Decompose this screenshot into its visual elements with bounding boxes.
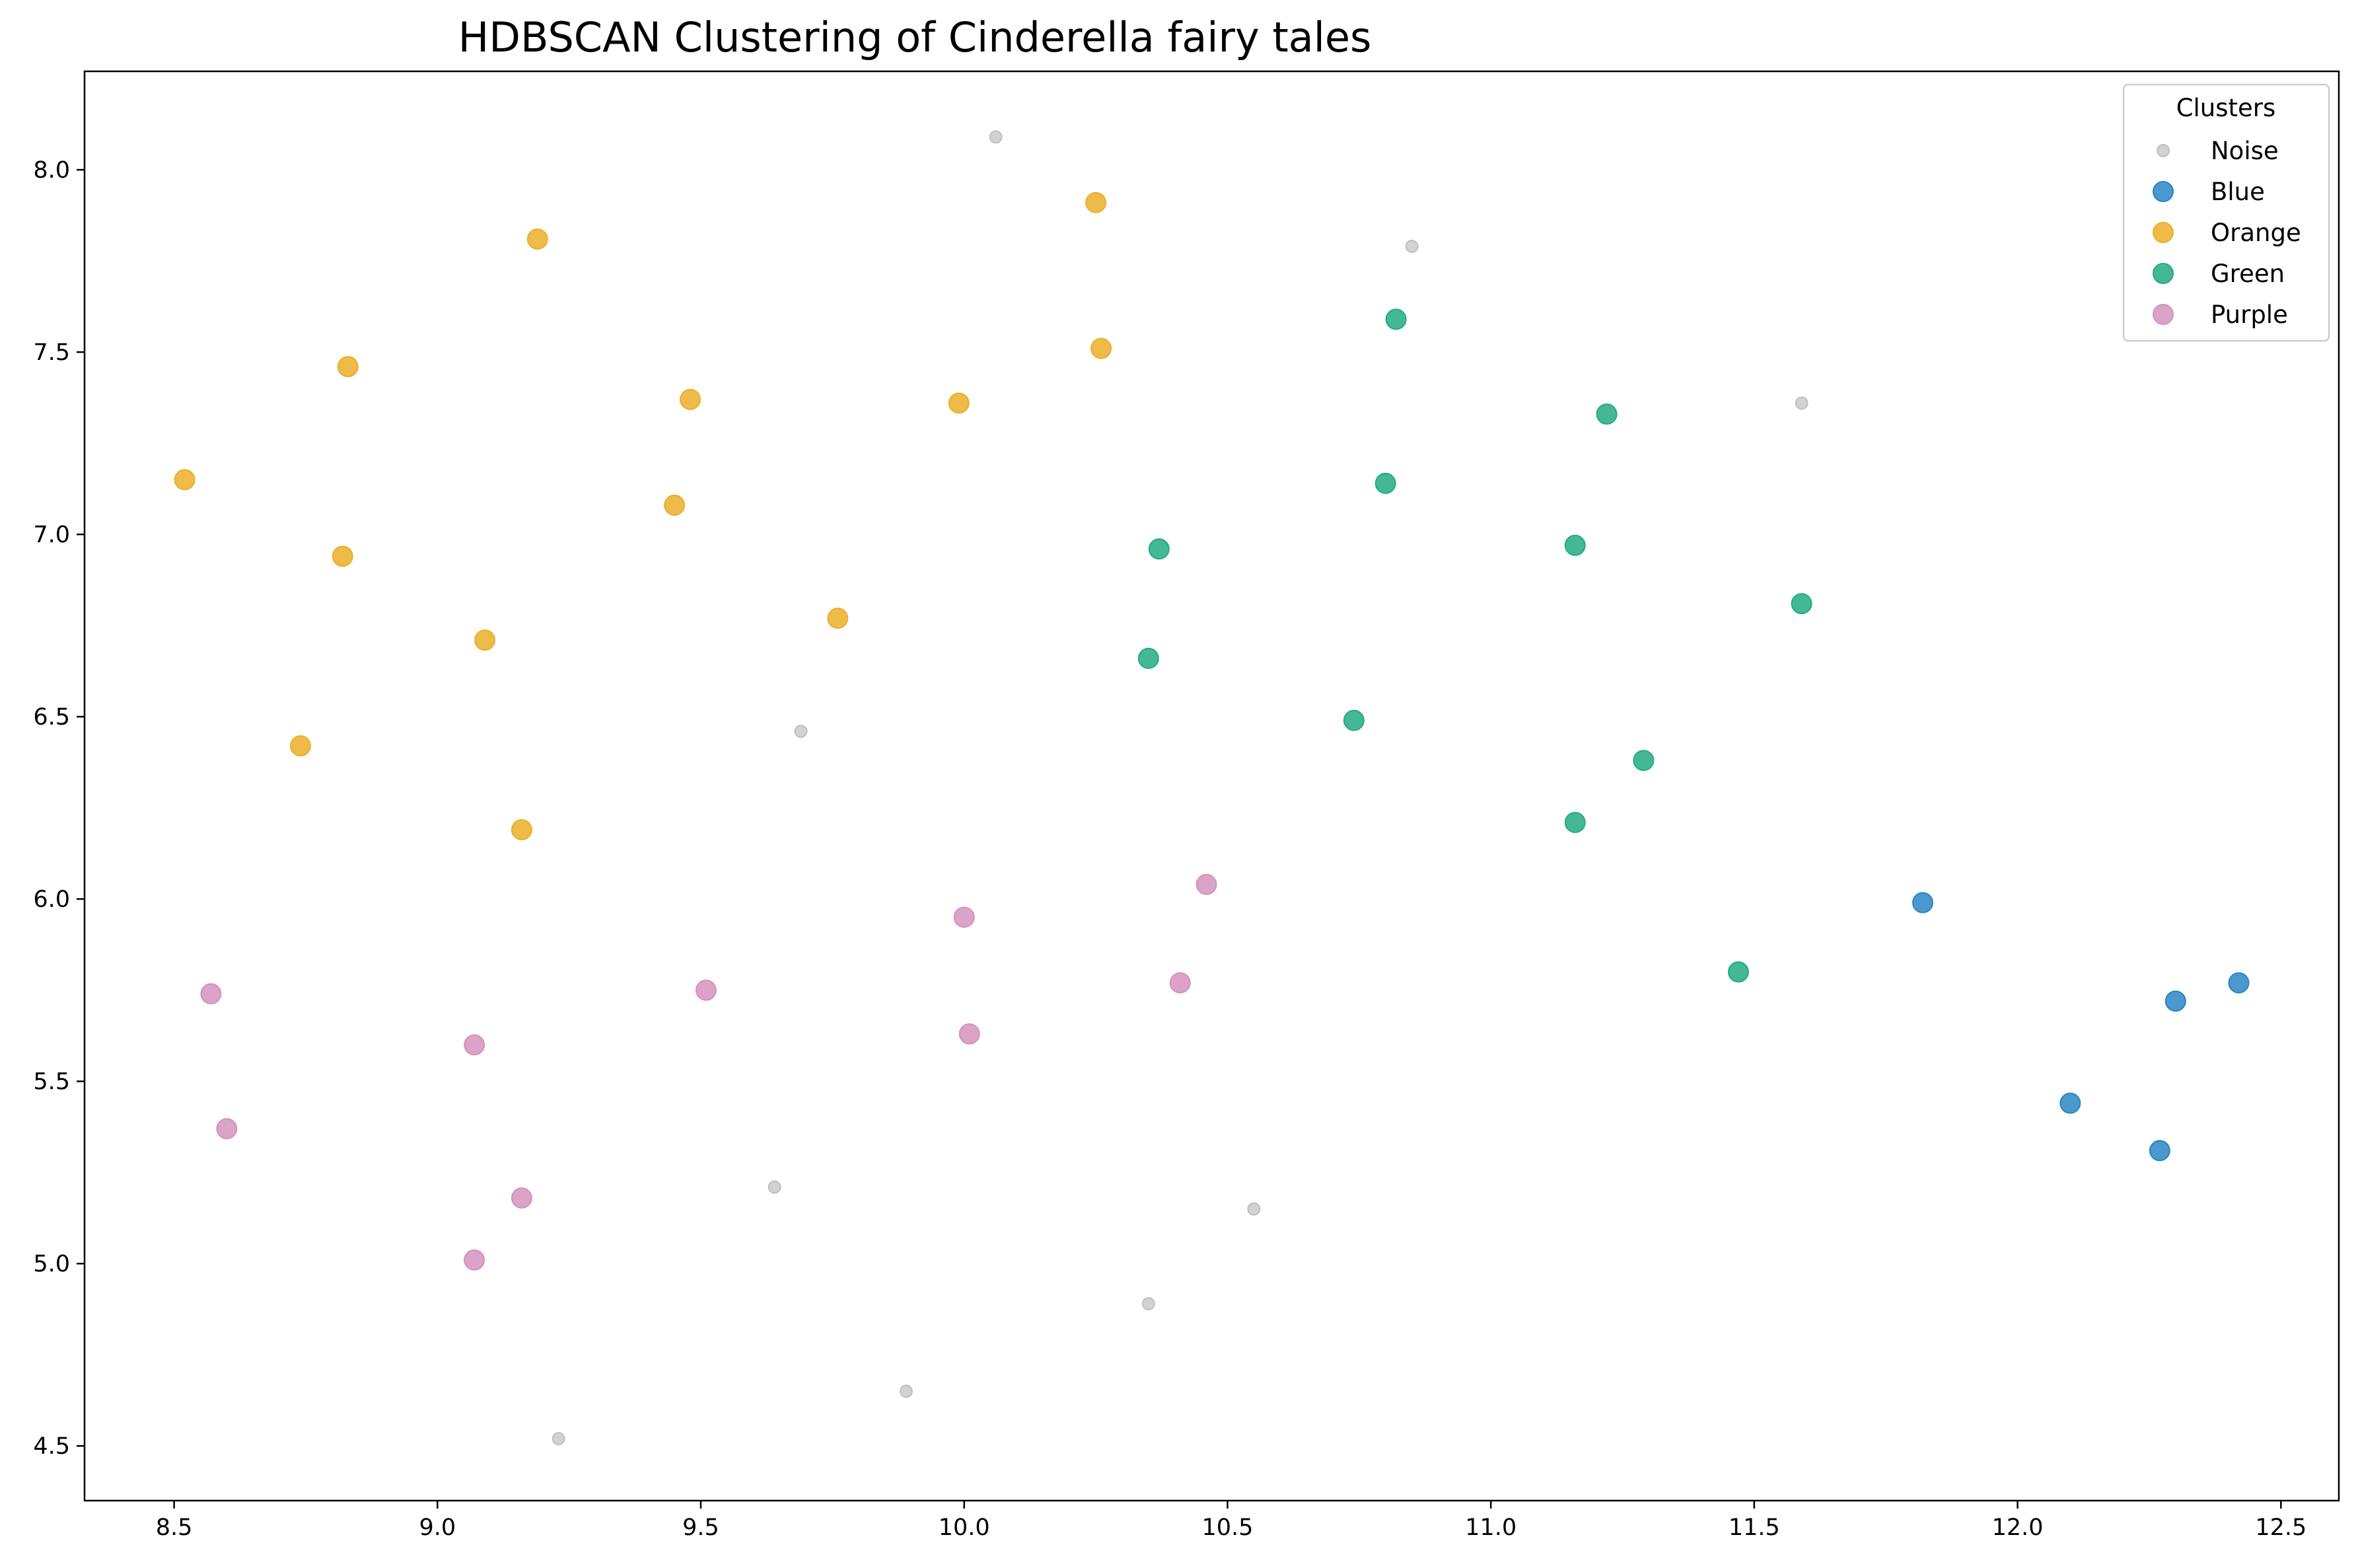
data-point-green xyxy=(1564,812,1586,834)
x-tick-label: 12.0 xyxy=(1992,1515,2044,1541)
data-point-noise xyxy=(794,725,808,738)
data-point-green xyxy=(1343,709,1365,731)
y-tick-label: 6.5 xyxy=(33,704,70,731)
data-point-orange xyxy=(174,469,196,491)
y-tick-label: 4.5 xyxy=(33,1433,70,1460)
data-point-purple xyxy=(511,1187,532,1209)
series-blue xyxy=(1912,892,2250,1162)
legend-label: Blue xyxy=(2211,178,2265,206)
y-tick-label: 5.0 xyxy=(33,1251,70,1277)
series-purple xyxy=(200,874,1217,1271)
legend-label: Purple xyxy=(2211,301,2288,329)
legend-items: Noise Blue Orange Green Purple xyxy=(2153,137,2301,329)
data-point-orange xyxy=(474,629,496,651)
y-tick-label: 8.0 xyxy=(33,157,70,184)
data-point-orange xyxy=(337,356,359,378)
legend-item-purple: Purple xyxy=(2153,301,2288,329)
data-point-orange xyxy=(664,494,686,516)
data-point-noise xyxy=(1795,396,1808,410)
data-point-blue xyxy=(2228,972,2250,994)
data-point-noise xyxy=(899,1384,913,1398)
data-point-blue xyxy=(2164,990,2186,1012)
data-point-orange xyxy=(289,735,311,757)
data-point-purple xyxy=(1169,972,1191,994)
data-point-green xyxy=(1375,472,1396,494)
data-point-noise xyxy=(989,130,1003,144)
legend-item-orange: Orange xyxy=(2153,219,2301,247)
y-tick-label: 5.5 xyxy=(33,1069,70,1095)
ticks-layer: 8.5 9.0 9.5 10.0 10.5 11.0 11.5 12.0 12.5 4.5 5.0 5… xyxy=(33,157,2306,1541)
data-point-noise xyxy=(1141,1297,1155,1310)
x-tick-label: 11.0 xyxy=(1465,1515,1517,1541)
legend-label: Noise xyxy=(2211,137,2279,165)
data-point-blue xyxy=(2149,1140,2170,1162)
legend-box xyxy=(2122,83,2330,342)
legend-label: Green xyxy=(2211,260,2285,288)
data-point-purple xyxy=(464,1249,485,1271)
data-point-green xyxy=(1791,592,1812,614)
data-point-blue xyxy=(2059,1092,2081,1114)
x-tick-label: 12.5 xyxy=(2255,1515,2306,1541)
legend-marker xyxy=(2153,263,2174,284)
legend-marker xyxy=(2153,181,2174,202)
data-point-green xyxy=(1727,961,1749,983)
data-point-green xyxy=(1148,538,1170,560)
data-point-green xyxy=(1385,308,1407,330)
x-tick-label: 9.5 xyxy=(682,1515,719,1541)
data-point-orange xyxy=(332,546,353,567)
legend-item-noise: Noise xyxy=(2157,137,2279,165)
data-point-purple xyxy=(464,1034,485,1055)
chart-title: HDBSCAN Clustering of Cinderella fairy t… xyxy=(458,13,1372,61)
points-layer xyxy=(174,130,2250,1446)
data-point-orange xyxy=(827,608,849,629)
series-orange xyxy=(174,192,1112,841)
data-point-purple xyxy=(200,983,222,1005)
x-tick-label: 11.5 xyxy=(1729,1515,1780,1541)
data-point-noise xyxy=(1247,1202,1261,1216)
data-point-purple xyxy=(953,906,975,928)
legend: Clusters Noise Blue Orange Green Purple xyxy=(2122,83,2330,342)
legend-item-blue: Blue xyxy=(2153,178,2265,206)
data-point-purple xyxy=(1196,874,1217,896)
x-tick-label: 10.5 xyxy=(1201,1515,1253,1541)
y-tick-label: 7.5 xyxy=(33,339,70,366)
data-point-purple xyxy=(216,1118,238,1139)
data-point-green xyxy=(1137,647,1159,669)
data-point-orange xyxy=(511,819,532,841)
data-point-noise xyxy=(552,1432,565,1446)
data-point-blue xyxy=(1912,892,1934,913)
data-point-noise xyxy=(768,1180,781,1194)
legend-marker xyxy=(2153,222,2174,243)
plot-area-frame xyxy=(83,70,2340,1502)
data-point-purple xyxy=(958,1023,980,1045)
legend-item-green: Green xyxy=(2153,260,2285,288)
series-noise xyxy=(552,130,1808,1446)
x-tick-label: 8.5 xyxy=(156,1515,193,1541)
legend-title: Clusters xyxy=(2176,94,2276,122)
legend-label: Orange xyxy=(2211,219,2301,247)
data-point-orange xyxy=(948,392,970,414)
data-point-noise xyxy=(1405,239,1419,253)
data-point-orange xyxy=(680,388,701,410)
y-tick-label: 6.0 xyxy=(33,886,70,913)
legend-marker xyxy=(2157,144,2170,157)
data-point-green xyxy=(1633,750,1655,771)
data-point-purple xyxy=(695,980,717,1001)
data-point-orange xyxy=(1085,192,1107,213)
data-point-green xyxy=(1596,403,1618,425)
legend-marker xyxy=(2153,304,2174,325)
data-point-orange xyxy=(526,228,548,250)
data-point-green xyxy=(1564,534,1586,556)
series-green xyxy=(1137,308,1812,983)
data-point-orange xyxy=(1090,338,1112,359)
x-tick-label: 9.0 xyxy=(419,1515,456,1541)
x-tick-label: 10.0 xyxy=(939,1515,990,1541)
y-tick-label: 7.0 xyxy=(33,522,70,548)
